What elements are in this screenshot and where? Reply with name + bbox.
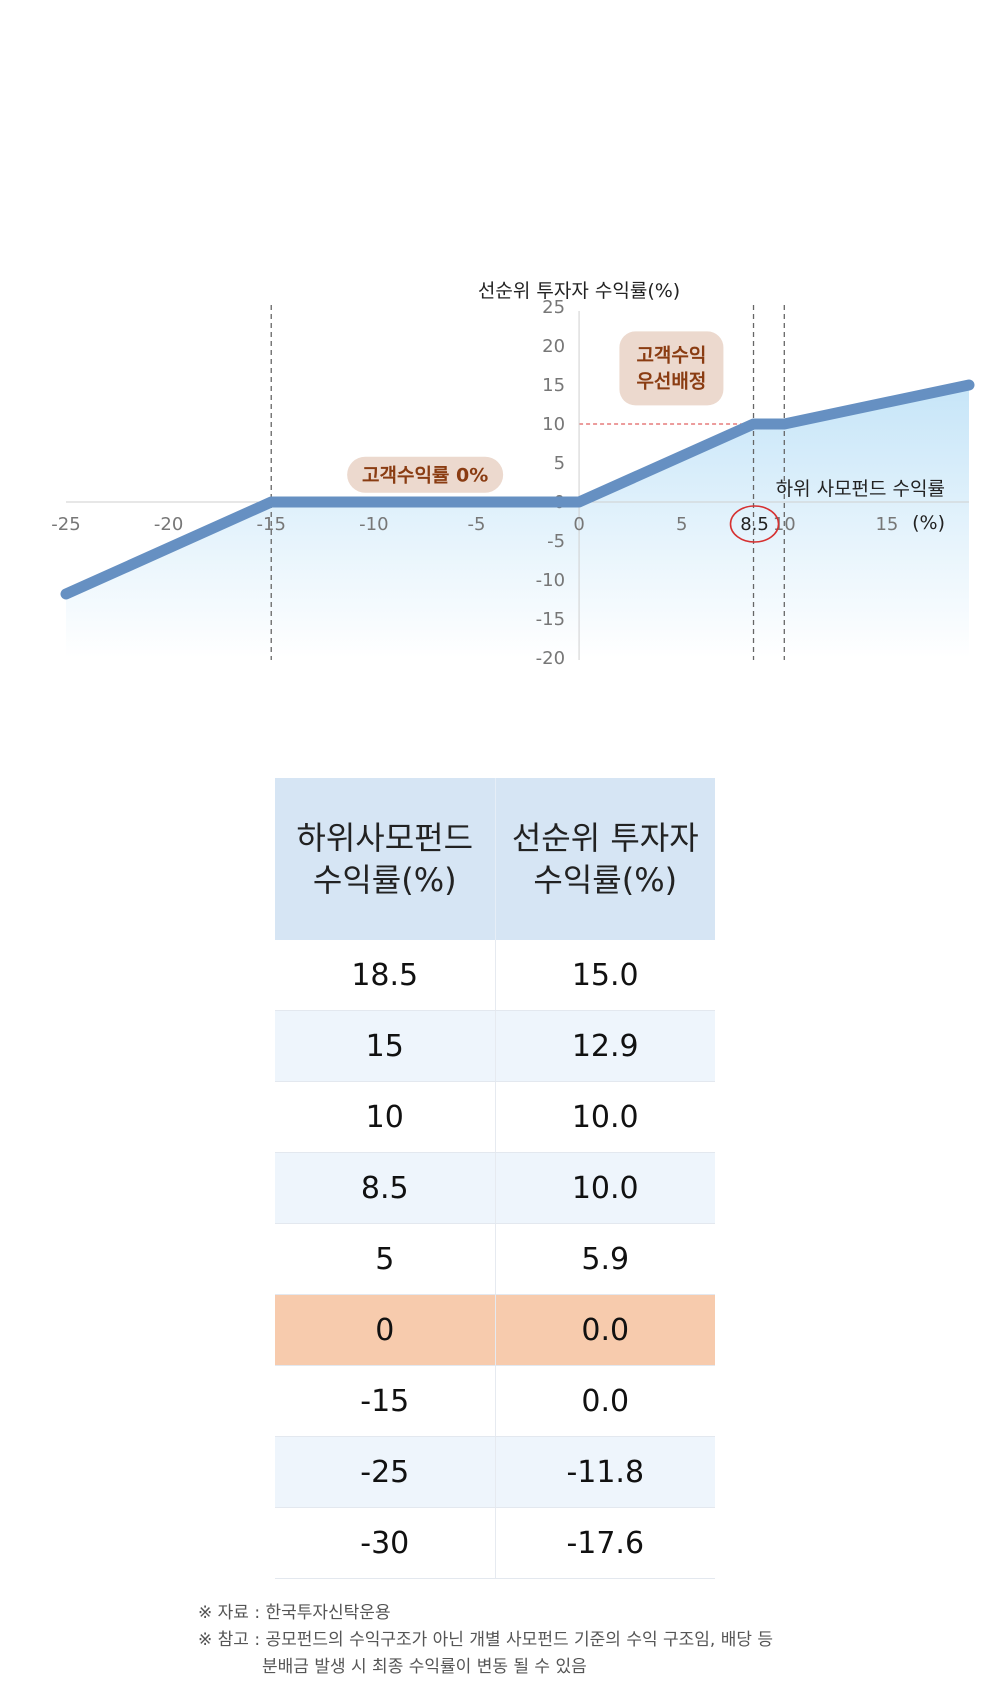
- cell-senior-return: 15.0: [495, 940, 715, 1011]
- y-tick-label: -5: [547, 531, 565, 552]
- header-line: 선순위 투자자: [511, 819, 699, 857]
- highlight-circle: [729, 505, 780, 543]
- cell-sub-fund-return: -15: [275, 1365, 496, 1437]
- x-tick-label-highlight: 8.5: [740, 514, 769, 535]
- x-tick-label: -20: [154, 514, 183, 535]
- cell-sub-fund-return: 18.5: [275, 940, 496, 1011]
- table-row: -15 0.0: [275, 1365, 715, 1437]
- annotation-badge-zero: [347, 456, 504, 493]
- y-tick-label: 20: [542, 336, 565, 357]
- series-line: [60, 379, 975, 600]
- y-tick-label: 25: [542, 297, 565, 318]
- table-row: 10 10.0: [275, 1081, 715, 1153]
- y-axis-title: 선순위 투자자 수익률(%): [478, 280, 680, 302]
- returns-table: 하위사모펀드 수익률(%) 선순위 투자자 수익률(%) 18.5 15.0 15 1…: [275, 778, 715, 1579]
- y-tick-label: 5: [554, 453, 565, 474]
- chart-area-fill: [66, 385, 969, 658]
- cell-senior-return: -11.8: [495, 1436, 715, 1508]
- header-line: 수익률(%): [533, 861, 678, 899]
- header-sub-fund-return: 하위사모펀드 수익률(%): [275, 778, 496, 940]
- source-note: ※ 자료 : 한국투자신탁운용: [198, 1603, 391, 1623]
- y-tick-label: -10: [536, 570, 565, 591]
- table-row: 0 0.0: [275, 1294, 715, 1366]
- cell-sub-fund-return: -25: [275, 1436, 496, 1508]
- header-line: 수익률(%): [312, 861, 457, 899]
- table-row: 18.5 15.0: [275, 940, 715, 1011]
- payoff-chart-svg: -25 -20 -15 -10 -5 0 5 10 152520151050-5-10-15-2…: [51, 280, 975, 669]
- cell-senior-return: 5.9: [495, 1223, 715, 1295]
- table-row: 5 5.9: [275, 1223, 715, 1295]
- payoff-chart: -25 -20 -15 -10 -5 0 5 10 15 25 20 15 10 5 0 -5 -10 -15 -2…: [0, 265, 994, 685]
- table-header-row: 하위사모펀드 수익률(%) 선순위 투자자 수익률(%): [275, 778, 715, 940]
- footnotes: ※ 자료 : 한국투자신탁운용 ※ 참고 : 공모펀드의 수익구조가 아닌 개별…: [198, 1600, 773, 1681]
- cell-sub-fund-return: 0: [275, 1294, 496, 1366]
- header-line: 하위사모펀드: [296, 819, 474, 857]
- table-row: -25 -11.8: [275, 1436, 715, 1508]
- x-axis-title: 하위 사모펀드 수익률: [776, 478, 945, 500]
- y-tick-label: 15: [542, 375, 565, 396]
- cell-senior-return: 0.0: [495, 1365, 715, 1437]
- cell-sub-fund-return: 5: [275, 1223, 496, 1295]
- x-tick-label: -5: [467, 514, 485, 535]
- y-tick-label: -15: [536, 609, 565, 630]
- cell-senior-return: -17.6: [495, 1507, 715, 1579]
- cell-senior-return: 0.0: [495, 1294, 715, 1366]
- x-tick-label: 0: [573, 514, 584, 535]
- annotation-priority-line: 우선배정: [636, 370, 706, 392]
- x-tick-label: -25: [51, 514, 80, 535]
- x-tick-label: 5: [676, 514, 687, 535]
- table-row: -30 -17.6: [275, 1507, 715, 1579]
- returns-table-wrap: 하위사모펀드 수익률(%) 선순위 투자자 수익률(%) 18.5 15.0 15 1…: [275, 778, 715, 1579]
- reference-note-line2: 분배금 발생 시 최종 수익률이 변동 될 수 있음: [262, 1657, 587, 1677]
- annotation-badge-priority: [619, 331, 724, 406]
- reference-note-line1: ※ 참고 : 공모펀드의 수익구조가 아닌 개별 사모펀드 기준의 수익 구조임…: [198, 1630, 774, 1650]
- table-body: 18.5 15.0 15 12.9 10 10.0 8.5 10.0 5 5.9 0 0.0 -15 0.…: [275, 940, 715, 1579]
- x-tick-label: -10: [359, 514, 388, 535]
- x-axis-unit: (%): [912, 512, 945, 534]
- cell-sub-fund-return: 10: [275, 1081, 496, 1153]
- y-tick-label: 10: [542, 414, 565, 435]
- cell-senior-return: 10.0: [495, 1152, 715, 1224]
- annotation-priority-line: 고객수익: [636, 344, 706, 366]
- table-row: 8.5 10.0: [275, 1152, 715, 1224]
- y-tick-label: -20: [536, 648, 565, 669]
- header-senior-investor-return: 선순위 투자자 수익률(%): [495, 778, 715, 940]
- table-row: 15 12.9: [275, 1010, 715, 1082]
- cell-senior-return: 10.0: [495, 1081, 715, 1153]
- x-tick-label: 15: [875, 514, 898, 535]
- cell-sub-fund-return: 8.5: [275, 1152, 496, 1224]
- cell-sub-fund-return: 15: [275, 1010, 496, 1082]
- cell-sub-fund-return: -30: [275, 1507, 496, 1579]
- cell-senior-return: 12.9: [495, 1010, 715, 1082]
- annotation-zero-return: 고객수익률 0%: [362, 465, 488, 487]
- x-tick-label: -15: [257, 514, 286, 535]
